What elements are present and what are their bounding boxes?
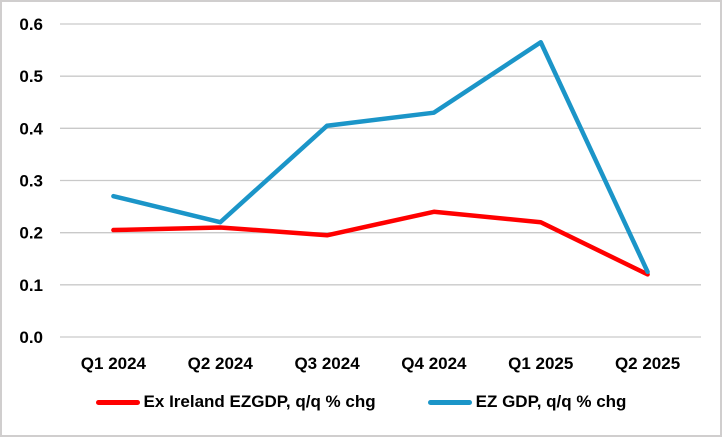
y-tick-label: 0.4 [19, 119, 43, 138]
legend-swatch-ex-ireland [95, 399, 140, 405]
y-tick-label: 0.1 [19, 276, 43, 295]
x-tick-label: Q1 2024 [81, 354, 147, 373]
legend-label-ez-gdp: EZ GDP, q/q % chg [475, 392, 627, 411]
chart-legend: Ex Ireland EZGDP, q/q % chg EZ GDP, q/q … [2, 392, 720, 412]
x-tick-label: Q2 2025 [615, 354, 680, 373]
series-line-1 [111, 40, 650, 275]
series-line-0 [111, 209, 650, 277]
legend-swatch-ez-gdp [427, 399, 472, 405]
y-tick-label: 0.3 [19, 172, 43, 191]
y-tick-label: 0.2 [19, 224, 43, 243]
y-tick-label: 0.5 [19, 67, 43, 86]
x-tick-label: Q3 2024 [294, 354, 360, 373]
line-chart: 0.0 0.1 0.2 0.3 0.4 0.5 0.6 Q1 2024 Q2 2024 Q3 20… [19, 15, 701, 373]
x-tick-label: Q1 2025 [508, 354, 573, 373]
legend-entry-ez-gdp: EZ GDP, q/q % chg [427, 392, 627, 412]
legend-label-ex-ireland: Ex Ireland EZGDP, q/q % chg [143, 392, 376, 411]
y-tick-label: 0.0 [19, 328, 43, 347]
legend-entry-ex-ireland: Ex Ireland EZGDP, q/q % chg [95, 392, 376, 412]
x-tick-label: Q4 2024 [401, 354, 467, 373]
y-tick-label: 0.6 [19, 15, 43, 34]
x-tick-label: Q2 2024 [188, 354, 254, 373]
